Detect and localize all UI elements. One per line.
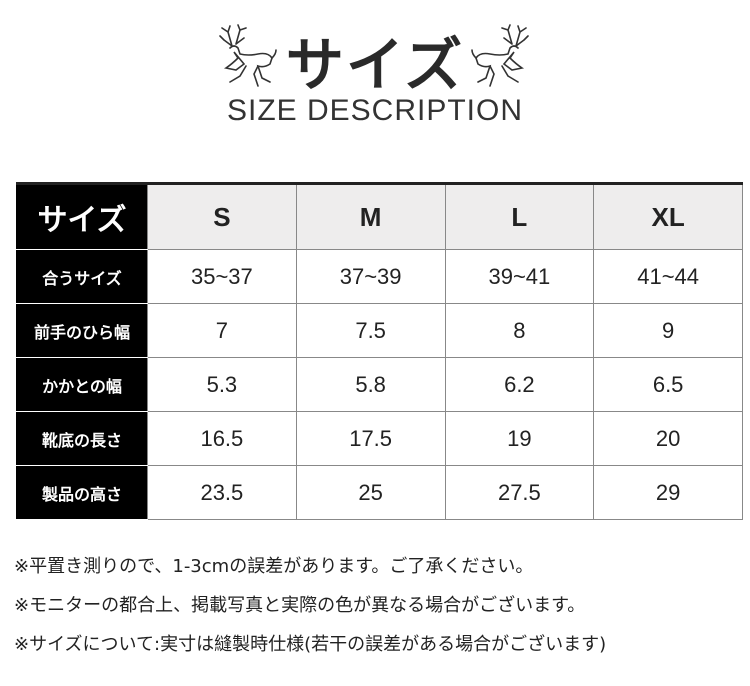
table-cell: 5.8 <box>295 357 446 412</box>
note: ※サイズについて:実寸は縫製時仕様(若干の誤差がある場合がございます) <box>14 634 607 655</box>
table-cell: 27.5 <box>444 465 595 520</box>
table-row: 前手のひら幅 7 7.5 8 9 <box>16 303 743 358</box>
deer-icon <box>471 24 529 87</box>
table-cell: 9 <box>593 303 743 358</box>
page-subtitle: SIZE DESCRIPTION <box>226 94 524 127</box>
table-header-row: サイズ S M L XL <box>16 183 743 250</box>
table-cell: 35~37 <box>147 249 297 304</box>
table-cell: 23.5 <box>147 465 297 520</box>
note: ※平置き測りので、1-3cmの誤差があります。ご了承ください。 <box>14 556 534 577</box>
note: ※モニターの都合上、掲載写真と実際の色が異なる場合がございます。 <box>14 595 586 616</box>
table-cell: 20 <box>593 411 743 466</box>
table-cell: 37~39 <box>295 249 446 304</box>
table-cell: 29 <box>593 465 743 520</box>
row-label: かかとの幅 <box>16 357 148 412</box>
table-cell: 39~41 <box>444 249 595 304</box>
size-table: サイズ S M L XL 合うサイズ 35~37 37~39 39~41 41~… <box>16 182 743 520</box>
table-cell: 16.5 <box>147 411 297 466</box>
row-label: 合うサイズ <box>16 249 148 304</box>
table-cell: 5.3 <box>147 357 297 412</box>
table-row: 製品の高さ 23.5 25 27.5 29 <box>16 465 743 520</box>
table-cell: 7.5 <box>295 303 446 358</box>
column-header: XL <box>593 183 743 250</box>
row-label: 製品の高さ <box>16 465 148 520</box>
notes: ※平置き測りので、1-3cmの誤差があります。ご了承ください。 ※モニターの都合… <box>14 552 606 669</box>
table-cell: 17.5 <box>295 411 446 466</box>
deer-icon <box>219 24 277 87</box>
column-header: L <box>444 183 595 250</box>
table-cell: 6.5 <box>593 357 743 412</box>
table-row: かかとの幅 5.3 5.8 6.2 6.5 <box>16 357 743 412</box>
row-label: 前手のひら幅 <box>16 303 148 358</box>
table-row: 合うサイズ 35~37 37~39 39~41 41~44 <box>16 249 743 304</box>
table-cell: 6.2 <box>444 357 595 412</box>
page-title: サイズ <box>285 31 465 99</box>
corner-label: サイズ <box>16 183 148 250</box>
table-cell: 7 <box>147 303 297 358</box>
table-cell: 41~44 <box>593 249 743 304</box>
table-row: 靴底の長さ 16.5 17.5 19 20 <box>16 411 743 466</box>
column-header: S <box>147 183 297 250</box>
row-label: 靴底の長さ <box>16 411 148 466</box>
column-header: M <box>295 183 446 250</box>
table-cell: 19 <box>444 411 595 466</box>
table-cell: 8 <box>444 303 595 358</box>
table-cell: 25 <box>295 465 446 520</box>
